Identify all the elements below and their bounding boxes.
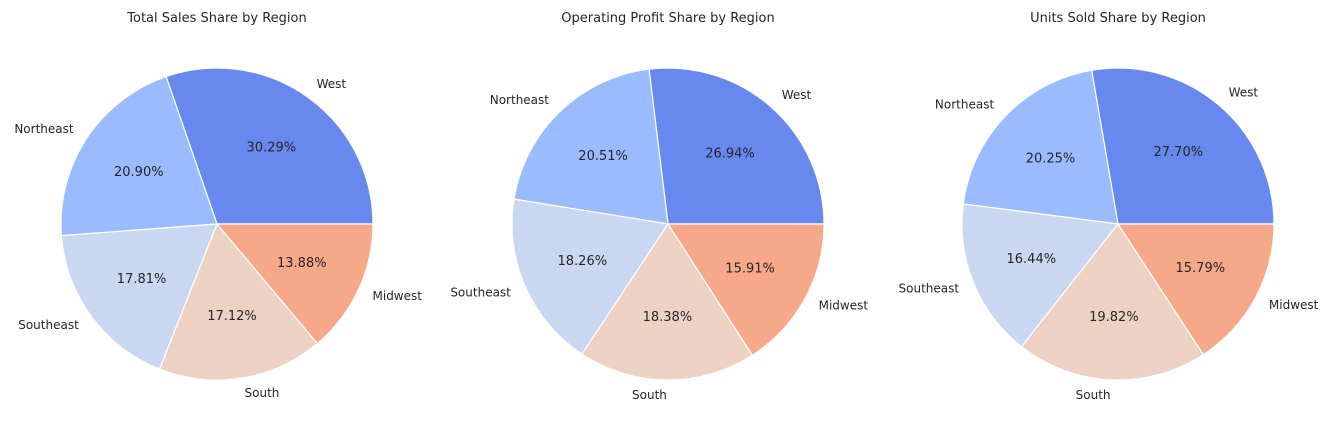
slice-label-west: West: [1229, 85, 1259, 99]
percent-label-midwest: 15.79%: [1176, 261, 1226, 276]
percent-label-northeast: 20.51%: [578, 149, 628, 164]
pie-slice-midwest: [1116, 223, 1275, 356]
pie-chart-3: Units Sold Share by Region West 27.70% Nort…: [899, 11, 1319, 402]
pie-slice-west: [648, 67, 825, 225]
percent-label-midwest: 15.91%: [725, 261, 775, 276]
percent-label-southeast: 16.44%: [1007, 252, 1057, 267]
slice-label-midwest: Midwest: [373, 289, 423, 303]
slice-label-midwest: Midwest: [1269, 298, 1319, 312]
pie-slice-southeast: [961, 203, 1120, 348]
pie-slice-west: [165, 67, 374, 225]
pie-slice-south: [581, 222, 754, 381]
pie-slice-west: [1090, 67, 1275, 225]
percent-label-south: 19.82%: [1089, 310, 1139, 325]
percent-label-northeast: 20.90%: [114, 165, 164, 180]
percent-label-west: 26.94%: [705, 146, 755, 161]
percent-label-south: 17.12%: [207, 309, 257, 324]
slice-label-northeast: Northeast: [490, 93, 550, 107]
percent-label-west: 27.70%: [1154, 145, 1204, 160]
slice-label-west: West: [782, 88, 812, 102]
slice-label-midwest: Midwest: [819, 299, 869, 313]
slice-label-south: South: [1076, 388, 1111, 402]
pie-slice-southeast: [60, 223, 218, 370]
chart-title: Total Sales Share by Region: [126, 11, 306, 26]
percent-label-southeast: 17.81%: [117, 272, 167, 287]
chart-title: Units Sold Share by Region: [1030, 11, 1206, 26]
pie-slice-midwest: [666, 223, 825, 357]
slice-label-southeast: Southeast: [899, 281, 960, 295]
slice-label-south: South: [632, 388, 667, 402]
slice-label-northeast: Northeast: [935, 98, 995, 112]
slice-label-southeast: Southeast: [450, 285, 511, 299]
pie-slice-northeast: [513, 68, 669, 225]
pie-slice-southeast: [511, 198, 670, 356]
pie-slice-midwest: [215, 223, 374, 345]
percent-label-west: 30.29%: [247, 140, 297, 155]
pie-slice-south: [1020, 222, 1205, 381]
percent-label-southeast: 18.26%: [558, 254, 608, 269]
pie-slice-northeast: [60, 75, 218, 237]
chart-title: Operating Profit Share by Region: [561, 11, 774, 26]
pie-slice-northeast: [962, 69, 1119, 225]
pie-chart-1: Total Sales Share by Region West 30.29% Nor…: [14, 11, 422, 400]
slice-label-south: South: [245, 386, 280, 400]
slice-label-west: West: [317, 77, 347, 91]
percent-label-northeast: 20.25%: [1026, 152, 1076, 167]
pie-slice-south: [158, 222, 319, 381]
slice-label-northeast: Northeast: [14, 122, 74, 136]
percent-label-south: 18.38%: [643, 310, 693, 325]
slice-label-southeast: Southeast: [18, 318, 79, 332]
pie-chart-2: Operating Profit Share by Region West 26.9…: [450, 11, 868, 402]
percent-label-midwest: 13.88%: [277, 256, 327, 271]
